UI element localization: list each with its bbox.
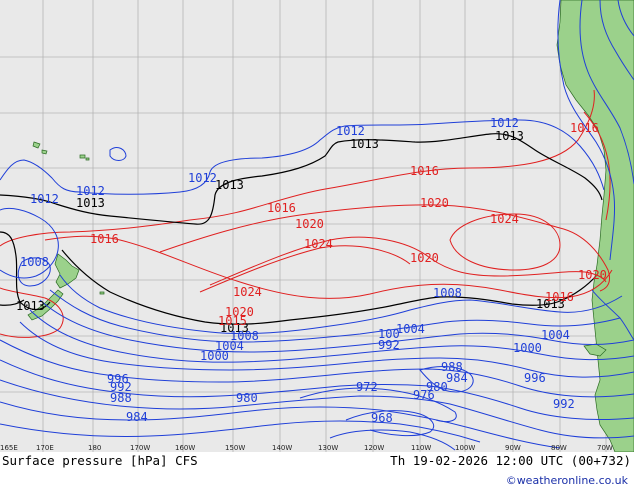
south-america-landmass <box>556 0 634 452</box>
isobar-label: 1012 <box>30 192 59 206</box>
lon-label: 70W <box>597 444 613 452</box>
isobar-label: 1016 <box>267 201 296 215</box>
valid-time: Th 19-02-2026 12:00 UTC (00+732) <box>390 453 631 468</box>
isobar-label: 988 <box>441 360 463 374</box>
isobar-label: 1012 <box>490 116 519 130</box>
samoa-islands <box>79 154 90 161</box>
isobar-label: 1013 <box>350 137 379 151</box>
pressure-map: 165E 170E 180 170W 160W 150W 140W 130W 1… <box>0 0 634 452</box>
lon-label: 120W <box>364 444 384 452</box>
isobar-label: 1013 <box>220 321 249 335</box>
isobar-label: 976 <box>413 388 435 402</box>
isobar-label: 1016 <box>570 121 599 135</box>
lon-label: 165E <box>0 444 18 452</box>
lon-label: 160W <box>175 444 195 452</box>
isobar-label: 1012 <box>336 124 365 138</box>
lon-label: 100W <box>455 444 475 452</box>
isobar-label: 1016 <box>90 232 119 246</box>
fiji-islands <box>32 141 48 155</box>
isobar-label: 996 <box>524 371 546 385</box>
isobar-label: 1016 <box>410 164 439 178</box>
chatham-islands <box>99 291 105 295</box>
isobar-label: 1020 <box>295 217 324 231</box>
lon-label: 80W <box>551 444 567 452</box>
lon-label: 150W <box>225 444 245 452</box>
longitude-labels: 165E 170E 180 170W 160W 150W 140W 130W 1… <box>0 444 613 452</box>
isobar-label: 984 <box>126 410 148 424</box>
isobar-label: 980 <box>236 391 258 405</box>
isobar-label: 996 <box>107 372 129 386</box>
isobar-label: 992 <box>110 380 132 394</box>
isobar-label: 1015 <box>218 314 247 328</box>
isobar-label: 1000 <box>200 349 229 363</box>
isobar-label: 984 <box>446 371 468 385</box>
isobar-label: 1013 <box>536 297 565 311</box>
isobar-label: 1013 <box>16 299 45 313</box>
isobar-label: 1013 <box>495 129 524 143</box>
isobar-label: 1013 <box>215 178 244 192</box>
isobar-label: 992 <box>378 338 400 352</box>
isobar-label: 972 <box>356 380 378 394</box>
isobar-1013 <box>0 133 603 325</box>
isobar-label: 1008 <box>20 255 49 269</box>
isobar-label: 988 <box>110 391 132 405</box>
lon-label: 140W <box>272 444 292 452</box>
isobar-label: 1000 <box>513 341 542 355</box>
isobar-label: 1020 <box>420 196 449 210</box>
isobar-label: 1012 <box>76 184 105 198</box>
isobars-low <box>0 0 634 451</box>
isobar-label: 1004 <box>541 328 570 342</box>
isobar-label: 1020 <box>225 305 254 319</box>
isobar-label: 100 <box>378 327 400 341</box>
chart-title: Surface pressure [hPa] CFS <box>2 453 198 468</box>
isobar-label: 1020 <box>578 268 607 282</box>
isobars-high <box>0 89 613 338</box>
isobar-label: 992 <box>553 397 575 411</box>
isobar-label: 1016 <box>545 290 574 304</box>
isobar-label: 980 <box>426 380 448 394</box>
isobar-label: 1024 <box>233 285 262 299</box>
credit-link[interactable]: ©weatheronline.co.uk <box>505 474 628 487</box>
isobar-label: 1020 <box>410 251 439 265</box>
isobar-label: 1004 <box>215 339 244 353</box>
lon-label: 180 <box>88 444 101 452</box>
lon-label: 170W <box>130 444 150 452</box>
lon-label: 90W <box>505 444 521 452</box>
lon-label: 170E <box>36 444 54 452</box>
isobar-label: 1008 <box>230 329 259 343</box>
isobar-label: 968 <box>371 411 393 425</box>
lon-label: 110W <box>411 444 431 452</box>
isobar-labels: 1012 1012 1012 1012 1012 1013 1013 1013 … <box>16 116 607 425</box>
lon-label: 130W <box>318 444 338 452</box>
isobar-label: 1024 <box>304 237 333 251</box>
new-zealand-north-island <box>54 253 80 289</box>
isobar-label: 1012 <box>188 171 217 185</box>
isobar-label: 1008 <box>433 286 462 300</box>
isobar-label: 1024 <box>490 212 519 226</box>
isobar-label: 1004 <box>396 322 425 336</box>
isobar-label: 1013 <box>76 196 105 210</box>
